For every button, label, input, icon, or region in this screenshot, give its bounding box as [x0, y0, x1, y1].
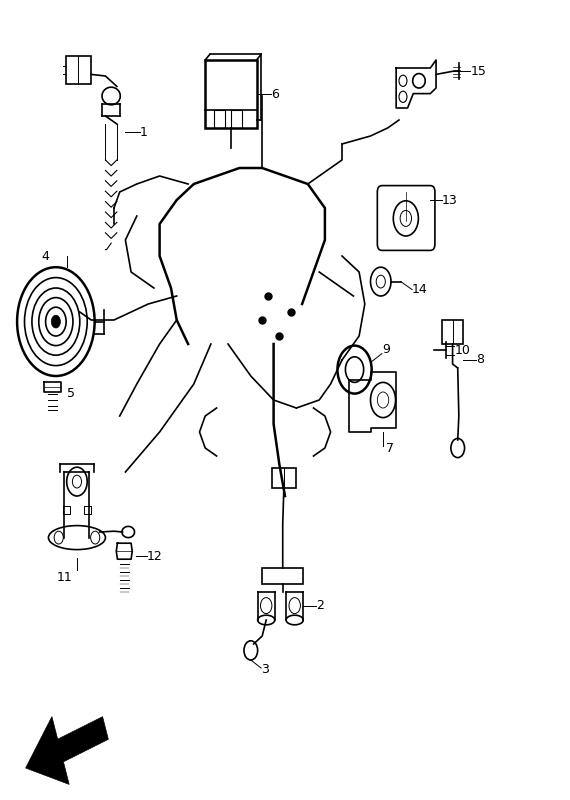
Text: 3: 3: [261, 663, 269, 676]
Bar: [205, 60, 256, 128]
Text: 1: 1: [140, 126, 148, 138]
Bar: [442, 320, 463, 344]
Text: 5: 5: [67, 387, 75, 400]
Circle shape: [51, 315, 60, 328]
Text: 12: 12: [147, 550, 163, 562]
Text: 2: 2: [316, 599, 324, 612]
Bar: [66, 56, 91, 84]
Bar: [262, 568, 303, 584]
Text: 13: 13: [442, 194, 458, 206]
Polygon shape: [26, 717, 108, 785]
Text: 8: 8: [476, 354, 484, 366]
Text: 10: 10: [454, 344, 470, 357]
Bar: [272, 468, 296, 488]
Text: 15: 15: [470, 65, 486, 78]
Text: 4: 4: [42, 250, 50, 262]
Text: 9: 9: [382, 343, 390, 356]
Text: 11: 11: [57, 571, 73, 584]
Text: 6: 6: [271, 88, 279, 101]
Text: 14: 14: [412, 283, 428, 296]
Text: 7: 7: [386, 442, 394, 454]
